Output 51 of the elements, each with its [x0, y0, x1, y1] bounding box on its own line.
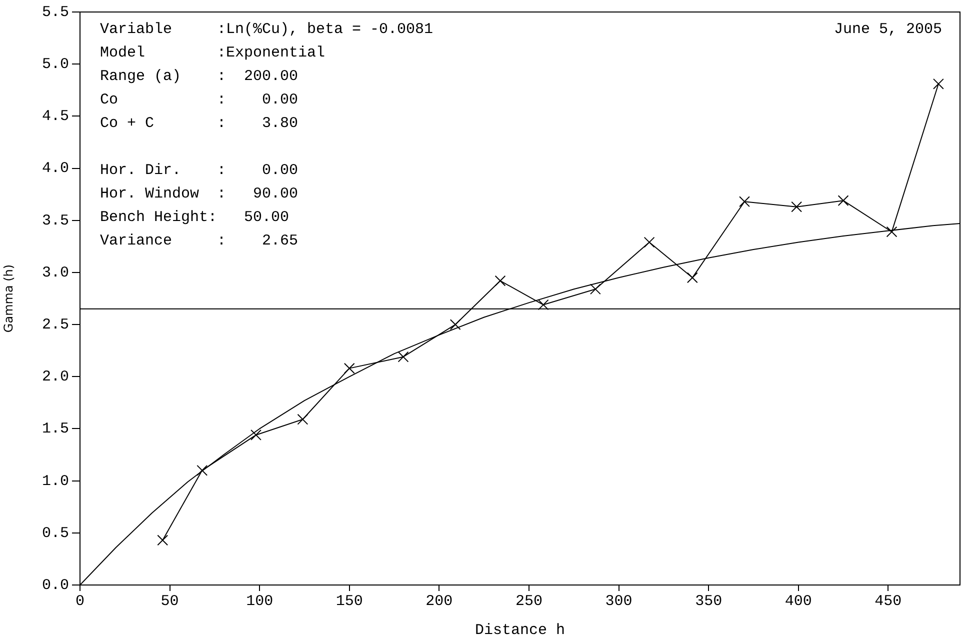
y-tick-label: 5.5 [42, 4, 69, 21]
x-tick-label: 0 [75, 592, 85, 610]
y-tick-label: 3.0 [42, 264, 69, 282]
y-tick-label: 2.5 [42, 316, 69, 334]
point [538, 299, 549, 310]
y-tick-label: 2.0 [42, 368, 69, 386]
x-tick-label: 350 [695, 592, 722, 610]
y-tick-label: 5.0 [42, 56, 69, 74]
x-tick-label: 50 [160, 592, 179, 610]
annotation: Model :Exponential [100, 44, 326, 62]
x-tick-label: 250 [515, 592, 542, 610]
point [297, 414, 308, 425]
annotation: Hor. Window : 90.00 [100, 186, 298, 202]
point [590, 284, 601, 295]
point [450, 319, 461, 330]
y-tick-label: 3.5 [42, 212, 69, 230]
x-axis-title: Distance h [474, 622, 566, 639]
point [791, 201, 802, 212]
point [398, 351, 409, 362]
point [933, 78, 944, 90]
annotation: June 5, 2005 [834, 21, 942, 38]
point [344, 362, 355, 374]
point [494, 275, 506, 286]
y-tick-label: 4.0 [42, 160, 69, 178]
y-tick-label: 1.0 [42, 472, 69, 490]
y-tick-label: 4.5 [42, 108, 69, 126]
annotation: Co : 0.00 [100, 92, 298, 108]
y-tick-label: 1.5 [42, 420, 69, 438]
point [196, 464, 208, 476]
point [838, 195, 849, 206]
annotation: Hor. Dir. : 0.00 [100, 162, 298, 179]
y-tick-label: 0.5 [42, 524, 69, 542]
annotation: Co + C : 3.80 [100, 115, 298, 132]
y-tick-label: 0.0 [42, 576, 69, 594]
annotation: Variance : 2.65 [100, 232, 298, 250]
x-tick-label: 300 [605, 592, 632, 610]
y-axis-title: Gamma (h) [1, 264, 16, 333]
point [250, 430, 262, 440]
x-tick-label: 450 [874, 592, 902, 610]
annotation: Bench Height: 50.00 [100, 209, 290, 226]
x-tick-label: 200 [426, 592, 453, 610]
annotation: Variable :Ln(%Cu), beta = -0.0081 [100, 21, 434, 38]
point [739, 196, 750, 208]
point [644, 236, 655, 248]
point [157, 534, 168, 546]
annotation: Range (a) : 200.00 [100, 68, 298, 85]
x-tick-label: 150 [336, 592, 363, 610]
x-tick-label: 100 [246, 592, 274, 610]
point [686, 272, 698, 284]
x-tick-label: 400 [784, 592, 812, 610]
point [886, 226, 898, 238]
